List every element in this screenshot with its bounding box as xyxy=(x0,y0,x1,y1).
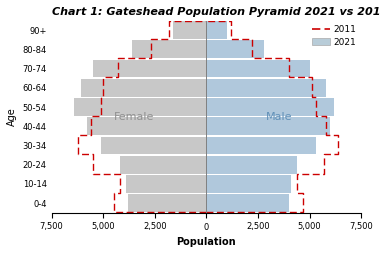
Bar xyxy=(206,156,297,173)
X-axis label: Population: Population xyxy=(177,237,236,247)
Y-axis label: Age: Age xyxy=(7,107,17,126)
Bar xyxy=(87,117,206,135)
Bar xyxy=(206,137,316,154)
Bar xyxy=(74,98,206,116)
Bar xyxy=(206,175,291,193)
Bar xyxy=(206,60,310,77)
Bar xyxy=(206,79,326,97)
Legend: 2011, 2021: 2011, 2021 xyxy=(312,25,357,47)
Text: Chart 1: Gateshead Population Pyramid 2021 vs 2011: Chart 1: Gateshead Population Pyramid 20… xyxy=(52,7,380,17)
Bar xyxy=(206,117,330,135)
Bar xyxy=(101,137,206,154)
Bar xyxy=(206,194,289,212)
Text: Female: Female xyxy=(114,112,154,122)
Bar xyxy=(120,156,206,173)
Bar xyxy=(206,21,227,39)
Bar xyxy=(206,98,334,116)
Bar xyxy=(206,40,264,58)
Bar xyxy=(81,79,206,97)
Bar xyxy=(93,60,206,77)
Bar xyxy=(128,194,206,212)
Text: Male: Male xyxy=(265,112,292,122)
Bar xyxy=(132,40,206,58)
Bar xyxy=(126,175,206,193)
Bar xyxy=(173,21,206,39)
